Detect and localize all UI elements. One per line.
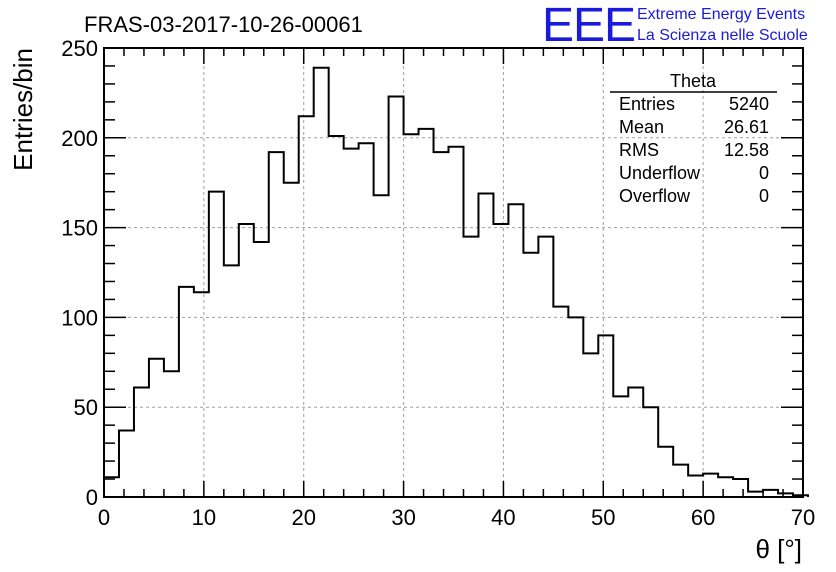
x-tick-label: 40 [491,505,515,530]
y-tick-label: 250 [61,36,98,61]
stats-row: Underflow 0 [619,163,769,183]
plot-frame [103,47,804,498]
logo-mark: EEE [542,0,635,52]
stats-row-label: Overflow [619,186,691,206]
x-tick-label: 60 [691,505,715,530]
logo-line-2: La Scienza nelle Scuole [637,27,808,44]
x-tick-label: 50 [591,505,615,530]
y-tick-label: 0 [86,485,98,510]
x-tick-label: 20 [291,505,315,530]
stats-row-value: 0 [759,163,769,183]
y-tick-label: 150 [61,216,98,241]
stats-box-title: Theta [670,71,717,91]
stats-row-label: RMS [619,140,659,160]
y-tick-label: 200 [61,126,98,151]
stats-box: Theta Entries 5240 Mean 26.61 RMS 12.58 Underf… [610,71,777,206]
x-tick-label: 10 [192,505,216,530]
y-tick-labels: 0 50 100 150 200 250 [61,36,98,510]
stats-row: RMS 12.58 [619,140,769,160]
x-tick-label: 70 [791,505,815,530]
histogram-outline [103,66,809,497]
y-tick-label: 100 [61,305,98,330]
y-axis-label: Entries/bin [8,48,38,171]
stats-row-value: 26.61 [724,117,769,137]
stats-row: Mean 26.61 [619,117,769,137]
stats-row-value: 5240 [729,94,769,114]
chart-title: FRAS-03-2017-10-26-00061 [84,12,363,37]
stats-row: Overflow 0 [619,186,769,206]
logo-line-1: Extreme Energy Events [637,6,805,23]
x-tick-label: 0 [98,505,110,530]
stats-row-label: Underflow [619,163,701,183]
x-tick-label: 30 [391,505,415,530]
stats-row-label: Mean [619,117,664,137]
stats-row-label: Entries [619,94,675,114]
eee-logo: EEE Extreme Energy Events La Scienza nel… [542,0,808,52]
y-tick-label: 50 [74,395,98,420]
stats-row-value: 12.58 [724,140,769,160]
stats-row-value: 0 [759,186,769,206]
stats-row: Entries 5240 [619,94,769,114]
x-tick-labels: 0 10 20 30 40 50 60 70 [98,505,815,530]
x-axis-label: θ [°] [755,534,802,564]
